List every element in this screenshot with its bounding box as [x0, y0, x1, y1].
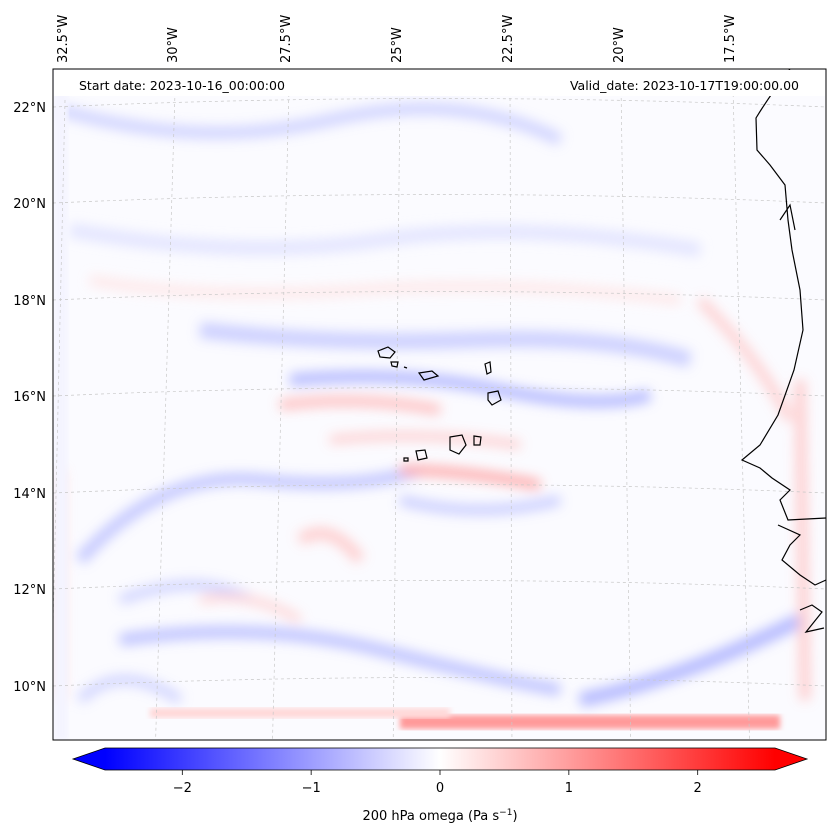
colorbar-high-extend: [775, 748, 807, 770]
colorbar-ramp: [105, 748, 775, 770]
colorbar: −2 −1 0 1 2 200 hPa omega (Pa s−1): [71, 747, 809, 824]
colorbar-outline: [71, 747, 809, 771]
colorbar-tick-label: 0: [436, 781, 444, 796]
colorbar-tick-label: 2: [694, 781, 702, 796]
lon-label: 22.5°W: [501, 15, 516, 63]
lon-label: 25°W: [390, 27, 405, 63]
lat-label: 10°N: [13, 680, 46, 695]
latitude-labels: 22°N 20°N 18°N 16°N 14°N 12°N 10°N: [13, 101, 46, 695]
lat-label: 20°N: [13, 197, 46, 212]
lon-label: 30°W: [166, 27, 181, 63]
colorbar-tick-label: −2: [173, 781, 192, 796]
colorbar-label: 200 hPa omega (Pa s−1): [362, 808, 517, 824]
lat-label: 12°N: [13, 583, 46, 598]
omega-field: [53, 69, 826, 740]
lon-label: 32.5°W: [56, 15, 71, 63]
valid-date: Valid_date: 2023-10-17T19:00:00.00: [570, 78, 799, 93]
colorbar-ticks: −2 −1 0 1 2: [173, 770, 702, 796]
lon-label: 17.5°W: [723, 15, 738, 63]
lat-label: 14°N: [13, 487, 46, 502]
start-date: Start date: 2023-10-16_00:00:00: [79, 78, 285, 93]
lat-label: 18°N: [13, 294, 46, 309]
colorbar-tick-label: 1: [565, 781, 573, 796]
map-frame: [52, 68, 827, 741]
lat-label: 16°N: [13, 390, 46, 405]
colorbar-low-extend: [73, 748, 105, 770]
lon-label: 20°W: [612, 27, 627, 63]
colorbar-tick-label: −1: [302, 781, 321, 796]
longitude-labels: 32.5°W 30°W 27.5°W 25°W 22.5°W 20°W 17.5…: [56, 15, 738, 63]
lon-label: 27.5°W: [279, 15, 294, 63]
lat-label: 22°N: [13, 101, 46, 116]
date-banner: [54, 70, 825, 96]
graticule: [53, 85, 826, 740]
islands: [377, 346, 502, 462]
